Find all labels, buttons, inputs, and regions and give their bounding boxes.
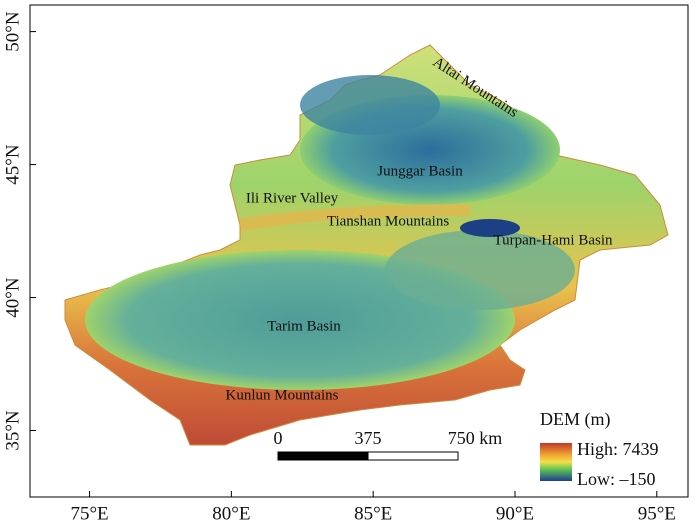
region-label: Kunlun Mountains bbox=[226, 387, 339, 403]
region-label: Tarim Basin bbox=[267, 318, 341, 334]
legend-colorbar bbox=[540, 443, 572, 481]
map-frame bbox=[29, 4, 689, 498]
region-label: Ili River Valley bbox=[246, 190, 339, 206]
region-shape bbox=[64, 44, 669, 446]
x-tick-label: 85°E bbox=[354, 503, 392, 524]
y-tick-label: 45°N bbox=[2, 144, 23, 185]
scale-label: 0 bbox=[274, 428, 283, 448]
region-label: Turpan-Hami Basin bbox=[493, 232, 613, 248]
x-tick-label: 90°E bbox=[496, 503, 534, 524]
legend-title: DEM (m) bbox=[540, 409, 611, 430]
x-tick-label: 80°E bbox=[212, 503, 250, 524]
legend-high: High: 7439 bbox=[577, 439, 659, 459]
x-tick-label: 75°E bbox=[70, 503, 108, 524]
scale-label: 750 km bbox=[448, 428, 503, 448]
scale-bar bbox=[277, 451, 459, 461]
y-tick-label: 50°N bbox=[2, 11, 23, 52]
scale-label: 375 bbox=[355, 428, 382, 448]
legend-low: Low: –150 bbox=[577, 469, 656, 489]
y-tick-label: 35°N bbox=[2, 410, 23, 451]
x-tick-label: 95°E bbox=[638, 503, 676, 524]
y-tick-label: 40°N bbox=[2, 277, 23, 318]
region-label: Tianshan Mountains bbox=[327, 213, 450, 229]
region-label: Junggar Basin bbox=[377, 163, 463, 179]
